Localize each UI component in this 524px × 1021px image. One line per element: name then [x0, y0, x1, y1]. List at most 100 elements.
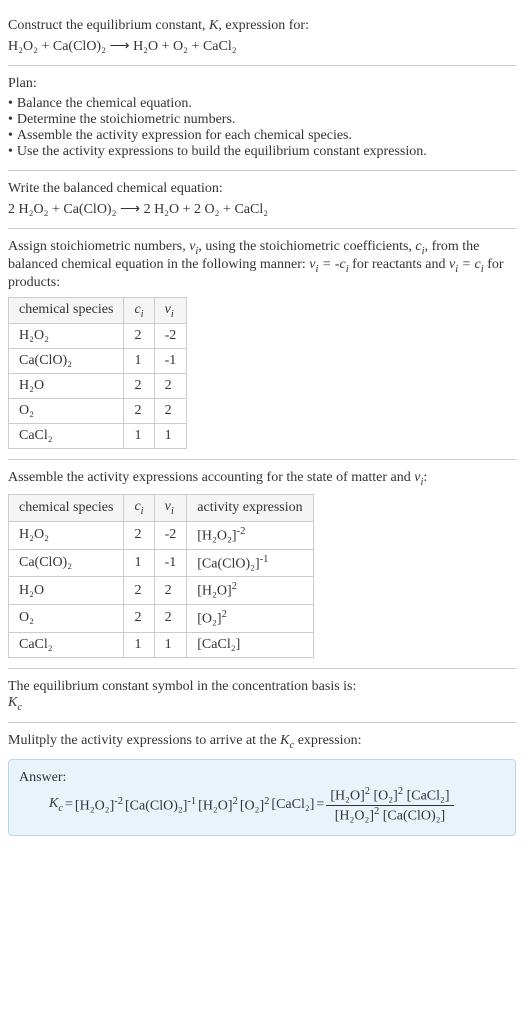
bal-arrow: ⟶	[120, 202, 140, 217]
numerator: [H₂O]2 [O₂]2 [CaCl₂]	[326, 786, 453, 806]
stoich-text1: Assign stoichiometric numbers,	[8, 239, 189, 254]
table-row: CaCl₂11	[9, 424, 187, 449]
eq-products: H₂O + O₂ + CaCl₂	[133, 39, 237, 54]
mult-text1: Mulitply the activity expressions to arr…	[8, 733, 280, 748]
intro-text1: Construct the equilibrium constant,	[8, 18, 209, 33]
th-expr: activity expression	[187, 495, 313, 522]
plan-item: •Balance the chemical equation.	[8, 96, 516, 112]
plan-text: Use the activity expressions to build th…	[17, 144, 427, 160]
cell: 1	[124, 424, 154, 449]
plan-title: Plan:	[8, 76, 516, 92]
term: [Ca(ClO)₂]-1	[125, 796, 196, 815]
bal-products: 2 H₂O + 2 O₂ + CaCl₂	[144, 202, 269, 217]
cell: 1	[154, 424, 187, 449]
answer-label: Answer:	[19, 770, 505, 786]
intro-section: Construct the equilibrium constant, K, e…	[8, 8, 516, 66]
cell: [Ca(ClO)₂]-1	[187, 549, 313, 577]
c-symbol: ci	[415, 239, 424, 254]
activity-title: Assemble the activity expressions accoun…	[8, 470, 516, 488]
symbol-section: The equilibrium constant symbol in the c…	[8, 669, 516, 724]
cell: CaCl₂	[9, 632, 124, 657]
cell: 1	[154, 632, 187, 657]
cell: Ca(ClO)₂	[9, 349, 124, 374]
kc-eq: Kc	[49, 796, 63, 814]
multiply-section: Mulitply the activity expressions to arr…	[8, 723, 516, 845]
table-row: O₂22[O₂]2	[9, 604, 314, 632]
plan-item: •Determine the stoichiometric numbers.	[8, 112, 516, 128]
bullet: •	[8, 144, 13, 160]
activity-table: chemical species ci νi activity expressi…	[8, 494, 314, 657]
table-row: H₂O22[H₂O]2	[9, 577, 314, 605]
plan-text: Balance the chemical equation.	[17, 96, 192, 112]
nu-eq2: νi = ci	[449, 257, 484, 272]
th-species: chemical species	[9, 495, 124, 522]
stoich-text4: for reactants and	[349, 257, 449, 272]
th-c: ci	[124, 495, 154, 522]
cell: H₂O	[9, 374, 124, 399]
k-symbol: K	[209, 18, 218, 33]
table-header-row: chemical species ci νi activity expressi…	[9, 495, 314, 522]
plan-item: •Assemble the activity expression for ea…	[8, 128, 516, 144]
intro-text2: , expression for:	[218, 18, 309, 33]
cell: -2	[154, 324, 187, 349]
cell: H₂O₂	[9, 521, 124, 549]
plan-text: Assemble the activity expression for eac…	[17, 128, 352, 144]
th-species: chemical species	[9, 297, 124, 324]
cell: 2	[124, 374, 154, 399]
nu-symbol: νi	[189, 239, 198, 254]
act-title1: Assemble the activity expressions accoun…	[8, 470, 414, 485]
table-row: H₂O22	[9, 374, 187, 399]
cell: 2	[154, 374, 187, 399]
term: [H₂O]2	[198, 796, 238, 815]
plan-item: •Use the activity expressions to build t…	[8, 144, 516, 160]
kc: Kc	[280, 733, 294, 748]
table-row: CaCl₂11[CaCl₂]	[9, 632, 314, 657]
symbol-text: The equilibrium constant symbol in the c…	[8, 679, 516, 695]
cell: O₂	[9, 604, 124, 632]
balanced-equation: 2 H₂O₂ + Ca(ClO)₂ ⟶ 2 H₂O + 2 O₂ + CaCl₂	[8, 201, 516, 218]
activity-section: Assemble the activity expressions accoun…	[8, 460, 516, 668]
cell: [H₂O]2	[187, 577, 313, 605]
cell: O₂	[9, 399, 124, 424]
intro-equation: H₂O₂ + Ca(ClO)₂ ⟶ H₂O + O₂ + CaCl₂	[8, 38, 516, 55]
kc-symbol: Kc	[8, 695, 516, 713]
cell: -1	[154, 349, 187, 374]
table-row: Ca(ClO)₂1-1	[9, 349, 187, 374]
term: [O₂]2	[240, 796, 270, 815]
table-row: H₂O₂2-2[H₂O₂]-2	[9, 521, 314, 549]
eq-arrow: ⟶	[109, 39, 129, 54]
nu-eq: νi = -ci	[309, 257, 348, 272]
table-row: O₂22	[9, 399, 187, 424]
cell: 1	[124, 632, 154, 657]
table-header-row: chemical species ci νi	[9, 297, 187, 324]
bullet: •	[8, 128, 13, 144]
answer-equation: Kc = [H₂O₂]-2 [Ca(ClO)₂]-1 [H₂O]2 [O₂]2 …	[19, 786, 505, 824]
equals: =	[316, 797, 324, 813]
bullet: •	[8, 112, 13, 128]
cell: Ca(ClO)₂	[9, 549, 124, 577]
cell: 2	[154, 577, 187, 605]
cell: 1	[124, 349, 154, 374]
cell: 2	[124, 577, 154, 605]
cell: 1	[124, 549, 154, 577]
balanced-section: Write the balanced chemical equation: 2 …	[8, 171, 516, 229]
cell: 2	[124, 521, 154, 549]
eq-reactants: H₂O₂ + Ca(ClO)₂	[8, 39, 106, 54]
equals: =	[65, 797, 73, 813]
plan-section: Plan: •Balance the chemical equation. •D…	[8, 66, 516, 171]
balanced-title: Write the balanced chemical equation:	[8, 181, 516, 197]
answer-box: Answer: Kc = [H₂O₂]-2 [Ca(ClO)₂]-1 [H₂O]…	[8, 759, 516, 835]
cell: 2	[124, 604, 154, 632]
act-title2: :	[423, 470, 427, 485]
cell: [O₂]2	[187, 604, 313, 632]
cell: H₂O	[9, 577, 124, 605]
stoich-text2: , using the stoichiometric coefficients,	[198, 239, 415, 254]
bal-reactants: 2 H₂O₂ + Ca(ClO)₂	[8, 202, 116, 217]
stoich-section: Assign stoichiometric numbers, νi, using…	[8, 229, 516, 460]
bullet: •	[8, 96, 13, 112]
cell: 2	[154, 604, 187, 632]
th-nu: νi	[154, 297, 187, 324]
mult-text2: expression:	[294, 733, 361, 748]
denominator: [H₂O₂]2 [Ca(ClO)₂]	[326, 806, 453, 825]
cell: H₂O₂	[9, 324, 124, 349]
